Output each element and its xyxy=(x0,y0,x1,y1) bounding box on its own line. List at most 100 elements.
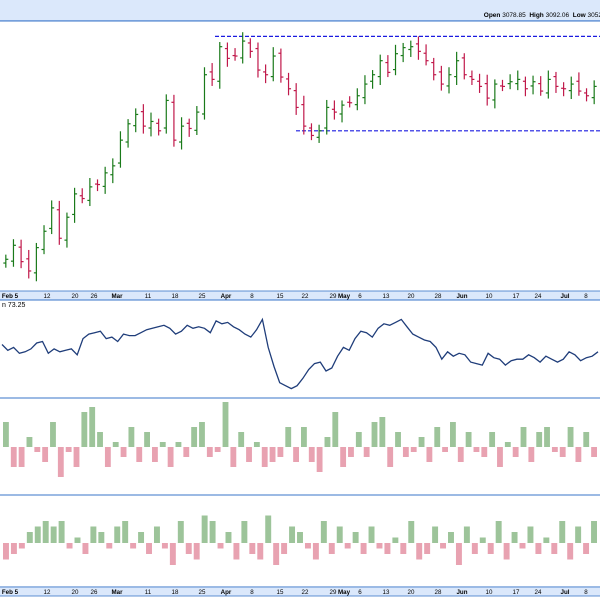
histogram-bar xyxy=(308,447,315,462)
histogram-bar xyxy=(26,532,33,543)
histogram-bar xyxy=(511,532,518,543)
date-tick-label-bottom: 12 xyxy=(44,589,51,596)
histogram-bar xyxy=(98,532,105,543)
histogram-bar xyxy=(281,543,288,554)
histogram-bar xyxy=(97,432,103,447)
histogram-bar xyxy=(222,402,229,447)
histogram-bar xyxy=(285,427,292,447)
histogram-bar xyxy=(387,447,394,467)
date-tick-label: 24 xyxy=(535,293,542,300)
histogram-bar xyxy=(169,543,176,565)
histogram-bar xyxy=(312,543,319,560)
indicator-line xyxy=(1,317,599,390)
histogram-bar xyxy=(360,543,367,554)
histogram-bar xyxy=(316,447,323,472)
histogram-bar xyxy=(304,543,311,549)
histogram-bar xyxy=(104,447,111,467)
histogram-bar xyxy=(297,532,303,543)
date-tick-label: 20 xyxy=(408,293,415,300)
histogram-bar xyxy=(559,521,566,543)
histogram-bar xyxy=(193,543,200,560)
histogram-bar xyxy=(191,427,198,447)
histogram-bar xyxy=(402,447,409,457)
histogram-bar xyxy=(416,543,423,560)
histogram-bar xyxy=(455,543,462,565)
date-tick-label: 8 xyxy=(584,293,588,300)
histogram-bar xyxy=(503,543,510,560)
histogram-bar xyxy=(392,537,399,543)
histogram-bar xyxy=(120,447,127,457)
histogram-bar xyxy=(241,521,248,543)
histogram-bar xyxy=(527,526,534,543)
histogram-bar xyxy=(591,521,597,543)
high-value: 3092.06 xyxy=(545,12,570,19)
histogram-bar xyxy=(136,447,143,462)
histogram-bar xyxy=(463,526,470,543)
histogram-bar xyxy=(114,526,121,543)
histogram-bar xyxy=(551,447,558,452)
histogram-bar xyxy=(138,532,145,543)
date-tick-label: 10 xyxy=(486,293,493,300)
date-tick-label: 11 xyxy=(145,293,152,300)
histogram-bar xyxy=(504,442,511,447)
histogram-bar xyxy=(473,447,480,452)
date-tick-label-bottom: 28 xyxy=(435,589,442,596)
histogram-bar xyxy=(257,543,264,560)
histogram-bar xyxy=(520,427,527,447)
date-tick-label-bottom: Mar xyxy=(111,589,123,596)
date-tick-label-bottom: 20 xyxy=(72,589,79,596)
date-tick-label-bottom: 11 xyxy=(145,589,152,596)
date-tick-label: Jul xyxy=(561,293,570,300)
histogram-bar xyxy=(34,526,41,543)
histogram-bar xyxy=(57,447,64,477)
histogram-bar xyxy=(233,543,240,560)
date-axis-bottom xyxy=(0,586,600,597)
date-tick-label: May xyxy=(338,293,351,300)
histogram-bar xyxy=(10,543,17,554)
date-tick-label: 22 xyxy=(302,293,309,300)
date-tick-label-bottom: 18 xyxy=(172,589,179,596)
date-tick-label-bottom: 26 xyxy=(91,589,98,596)
histogram-bar xyxy=(384,543,391,554)
histogram-bar xyxy=(206,447,213,457)
histogram-bar xyxy=(65,447,72,452)
histogram-bar xyxy=(442,447,448,452)
histogram-bar xyxy=(273,543,280,565)
histogram-bar xyxy=(159,442,166,447)
histogram-bar xyxy=(230,447,237,467)
histogram-bar xyxy=(128,427,135,447)
price-panel xyxy=(0,20,600,293)
histogram-bar xyxy=(175,442,182,447)
histogram-bar xyxy=(246,447,252,462)
histogram-bar xyxy=(495,521,502,543)
low-label: Low xyxy=(572,12,586,19)
histogram-bar xyxy=(479,537,486,543)
histogram-bar xyxy=(559,447,566,457)
date-tick-label-bottom: 13 xyxy=(383,589,390,596)
date-tick-label-bottom: 8 xyxy=(584,589,588,596)
histogram-bar xyxy=(201,515,208,543)
histogram-bar xyxy=(336,526,343,543)
date-tick-label-bottom: 15 xyxy=(277,589,284,596)
date-tick-label-bottom: 17 xyxy=(513,589,520,596)
histogram-bar xyxy=(26,437,33,447)
date-tick-label-bottom: Jul xyxy=(561,589,570,596)
histogram-bar xyxy=(340,447,347,467)
histogram-bar xyxy=(81,412,88,447)
histogram-bar xyxy=(355,432,362,447)
histogram-bar xyxy=(73,447,80,467)
date-tick-label-bottom: 24 xyxy=(535,589,542,596)
histogram-bar xyxy=(167,447,174,467)
histogram-bar xyxy=(536,432,543,447)
histogram-bar xyxy=(519,543,526,549)
histogram-bar xyxy=(209,521,216,543)
histogram-bar xyxy=(18,543,25,549)
top-bar xyxy=(0,0,600,21)
histogram-bar xyxy=(544,427,550,447)
histogram-bar xyxy=(112,442,119,447)
histogram-bar xyxy=(66,543,73,549)
histogram-bar xyxy=(3,543,9,560)
date-tick-label-bottom: 8 xyxy=(250,589,254,596)
histogram-bar xyxy=(177,521,184,543)
histogram-bar xyxy=(106,543,113,549)
